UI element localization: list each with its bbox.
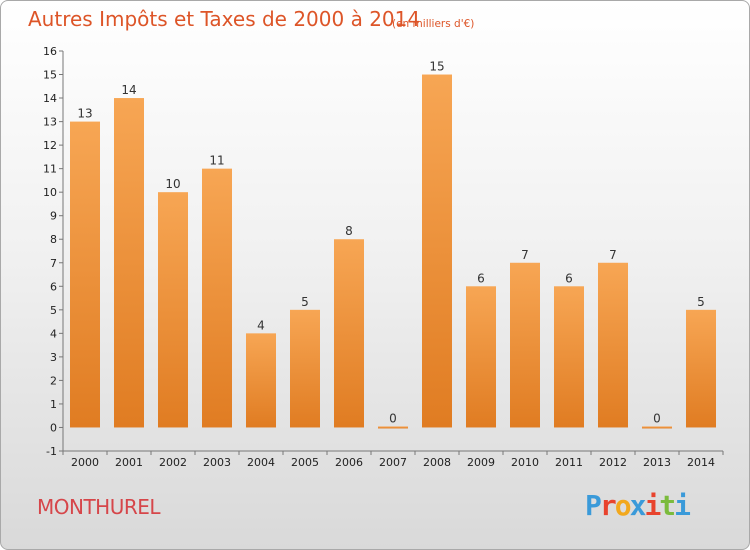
y-tick-label: 4 [50, 327, 57, 340]
bar-value-label: 0 [653, 411, 661, 425]
x-tick-label: 2006 [335, 456, 363, 469]
x-tick-label: 2009 [467, 456, 495, 469]
bar [70, 121, 100, 428]
x-tick-label: 2003 [203, 456, 231, 469]
y-tick-label: 16 [43, 45, 57, 58]
bar [466, 286, 496, 428]
logo-letter: x [629, 489, 647, 522]
commune-name: MONTHUREL [37, 495, 161, 519]
y-tick-label: 5 [50, 304, 57, 317]
bar [378, 426, 408, 429]
logo-letter: o [614, 489, 632, 522]
bar [642, 426, 672, 429]
bar-value-label: 4 [257, 318, 265, 332]
bar [510, 262, 540, 428]
y-tick-label: 15 [43, 69, 57, 82]
x-tick-label: 2002 [159, 456, 187, 469]
logo-letter: r [599, 489, 617, 522]
logo-letter: t [659, 489, 676, 522]
proxiti-logo: Proxiti [585, 489, 691, 522]
bar [246, 333, 276, 428]
bar-value-label: 11 [209, 154, 224, 168]
y-tick-label: 0 [50, 421, 57, 434]
x-tick-label: 2010 [511, 456, 539, 469]
bar [290, 309, 320, 428]
value-labels: 13 14 10 11 4 5 8 0 15 6 7 6 7 0 5 [77, 60, 704, 426]
y-tick-label: 8 [50, 233, 57, 246]
bar-value-label: 10 [165, 177, 180, 191]
bar-value-label: 5 [301, 295, 309, 309]
bar [334, 239, 364, 428]
y-tick-label: 1 [50, 398, 57, 411]
y-tick-label: 10 [43, 186, 57, 199]
bars [70, 74, 716, 429]
y-tick-label: 7 [50, 257, 57, 270]
y-tick-label: 12 [43, 139, 57, 152]
bar-value-label: 8 [345, 224, 353, 238]
y-tick-label: 2 [50, 374, 57, 387]
x-tick-label: 2011 [555, 456, 583, 469]
x-tick-label: 2007 [379, 456, 407, 469]
y-tick-label: -1 [46, 445, 57, 458]
x-tick-label: 2012 [599, 456, 627, 469]
bar [686, 309, 716, 428]
x-tick-label: 2013 [643, 456, 671, 469]
x-tick-label: 2005 [291, 456, 319, 469]
bar-value-label: 0 [389, 411, 397, 425]
x-tick-label: 2008 [423, 456, 451, 469]
y-tick-label: 11 [43, 163, 57, 176]
bar [158, 192, 188, 428]
x-tick-label: 2000 [71, 456, 99, 469]
chart-title: Autres Impôts et Taxes de 2000 à 2014 [28, 7, 421, 31]
logo-letter: i [644, 489, 661, 522]
x-tick-label: 2004 [247, 456, 275, 469]
y-tick-label: 3 [50, 351, 57, 364]
bar-value-label: 7 [609, 248, 617, 262]
x-ticks: 2000 2001 2002 2003 2004 2005 2006 2007 2008 2009… [62, 451, 724, 469]
bar-value-label: 15 [429, 60, 444, 74]
logo-letter: P [585, 489, 602, 522]
chart-subtitle: (en milliers d'€) [392, 18, 475, 30]
bar-value-label: 6 [477, 271, 485, 285]
bar [598, 262, 628, 428]
y-tick-label: 9 [50, 210, 57, 223]
x-tick-label: 2014 [687, 456, 715, 469]
bar [114, 98, 144, 428]
y-tick-label: 14 [43, 92, 57, 105]
bar-value-label: 13 [77, 107, 92, 121]
x-tick-label: 2001 [115, 456, 143, 469]
bar [422, 74, 452, 428]
y-tick-label: 6 [50, 280, 57, 293]
bar-value-label: 5 [697, 295, 705, 309]
bar [202, 168, 232, 428]
logo-letter: i [674, 489, 691, 522]
bar [554, 286, 584, 428]
bar-value-label: 14 [121, 83, 136, 97]
y-tick-label: 13 [43, 116, 57, 129]
bar-value-label: 6 [565, 271, 573, 285]
bar-value-label: 7 [521, 248, 529, 262]
